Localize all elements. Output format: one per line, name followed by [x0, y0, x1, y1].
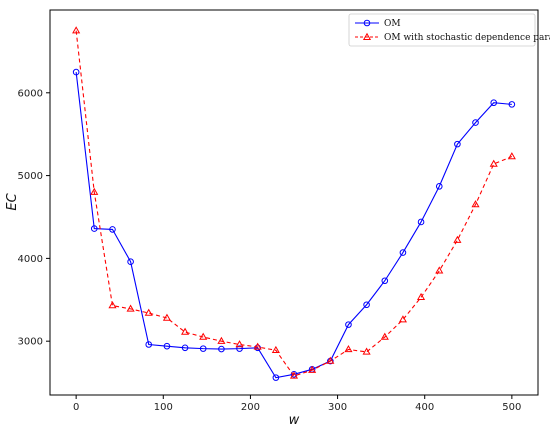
- data-point: [90, 187, 99, 195]
- data-point: [508, 101, 516, 108]
- data-point: [453, 235, 462, 243]
- data-point: [145, 341, 153, 348]
- y-tick-label: 4000: [18, 254, 43, 265]
- data-point: [72, 26, 81, 34]
- data-point: [490, 99, 498, 107]
- data-point: [454, 140, 461, 148]
- series-line: [75, 72, 512, 379]
- data-point: [108, 301, 117, 309]
- plot-frame: [49, 9, 539, 396]
- x-tick-label: 500: [502, 402, 521, 413]
- legend-om-marker: [363, 19, 371, 27]
- y-tick-label: 3000: [18, 337, 43, 348]
- data-point: [326, 356, 335, 364]
- data-point: [199, 345, 207, 352]
- data-point: [417, 218, 425, 226]
- data-point: [163, 342, 171, 350]
- x-tick-label: 100: [154, 402, 173, 413]
- data-point: [162, 313, 172, 321]
- y-axis-label: EC: [5, 192, 20, 210]
- data-point: [344, 345, 353, 353]
- data-point: [109, 226, 116, 233]
- data-point: [489, 159, 498, 167]
- series-layer: [72, 26, 516, 381]
- data-point: [289, 371, 299, 379]
- data-point: [416, 292, 426, 301]
- data-point: [199, 332, 208, 340]
- data-point: [380, 332, 389, 340]
- data-point: [218, 345, 225, 353]
- data-point: [435, 183, 443, 190]
- data-point: [217, 336, 226, 344]
- data-point: [144, 308, 153, 316]
- y-tick-label: 5000: [18, 171, 43, 182]
- legend-entry-om: OM: [355, 19, 401, 29]
- data-point: [181, 344, 189, 352]
- x-tick-label: 0: [73, 402, 79, 413]
- x-tick-label: 400: [415, 402, 434, 413]
- x-axis-ticks: 0 100 200 300 400 500: [73, 395, 521, 413]
- legend: OM OM with stochastic dependence paramet…: [348, 13, 550, 47]
- data-point: [272, 374, 280, 381]
- data-point: [290, 371, 298, 378]
- data-point: [362, 347, 371, 355]
- series-om-stochastic: [72, 26, 516, 379]
- data-point: [399, 249, 407, 256]
- data-point: [507, 152, 516, 160]
- data-point: [253, 342, 262, 350]
- data-point: [127, 258, 134, 265]
- legend-stochastic-label: OM with stochastic dependence parameter: [384, 33, 550, 43]
- x-axis-label: w: [289, 413, 300, 428]
- data-point: [271, 345, 280, 353]
- data-point: [126, 304, 135, 312]
- data-point: [308, 365, 317, 373]
- data-point: [345, 321, 352, 328]
- data-point: [398, 315, 407, 323]
- y-axis-ticks: 3000 4000 5000 6000: [18, 88, 50, 348]
- series-om: [72, 68, 516, 381]
- data-point: [181, 327, 190, 335]
- data-point: [235, 340, 244, 348]
- data-point: [435, 266, 444, 274]
- data-point: [471, 200, 480, 208]
- data-point: [90, 225, 98, 232]
- data-point: [381, 277, 389, 285]
- data-point: [236, 345, 243, 352]
- legend-stochastic-marker: [362, 32, 372, 40]
- y-tick-label: 6000: [18, 88, 43, 99]
- x-tick-label: 300: [328, 402, 347, 413]
- data-point: [363, 301, 370, 309]
- legend-om-label: OM: [384, 19, 401, 29]
- data-point: [72, 68, 80, 76]
- legend-entry-om-stochastic: OM with stochastic dependence parameter: [355, 32, 550, 43]
- legend-box: [348, 13, 536, 47]
- x-tick-label: 200: [241, 402, 260, 413]
- data-point: [472, 119, 479, 126]
